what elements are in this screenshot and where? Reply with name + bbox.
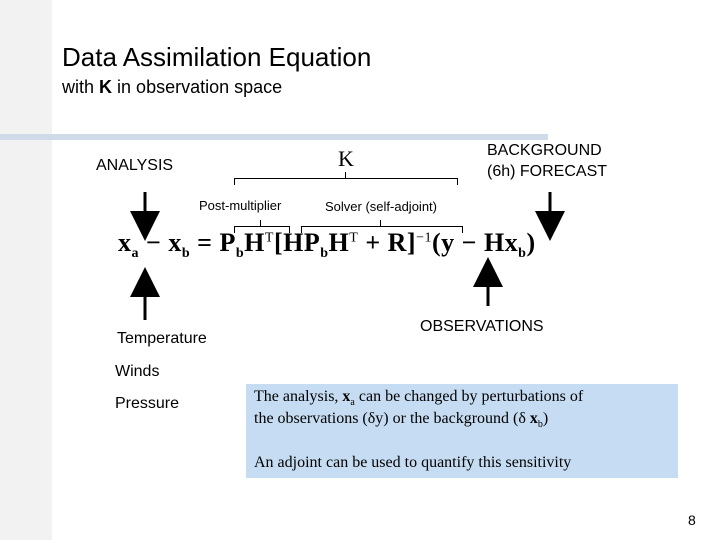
- note-xa-sub: a: [350, 397, 355, 409]
- temperature-label: Temperature: [117, 330, 207, 347]
- eq-close: ): [526, 228, 536, 257]
- note-xa: x: [342, 388, 351, 405]
- eq-h: H: [244, 228, 265, 257]
- eq-hp: HP: [283, 228, 321, 257]
- page-number: 8: [688, 512, 696, 528]
- note-line2: the observations (δy) or the background …: [254, 410, 548, 430]
- eq-xa: x: [118, 228, 132, 257]
- subtitle-suffix: in observation space: [117, 77, 283, 97]
- note-line1-b: can be changed by perturbations of: [354, 388, 584, 405]
- eq-t1: T: [264, 230, 274, 246]
- note-xb: x: [529, 410, 538, 427]
- note-line3: An adjoint can be used to quantify this …: [254, 454, 572, 471]
- winds-label: Winds: [115, 363, 160, 380]
- subtitle-prefix: with: [62, 77, 95, 97]
- note-line2-b: ): [542, 410, 549, 427]
- background-label-line2: (6h) FORECAST: [487, 163, 608, 180]
- sensitivity-note: The analysis, xa can be changed by pertu…: [246, 384, 678, 478]
- background-label-line1: BACKGROUND: [487, 142, 602, 159]
- solver-label: Solver (self-adjoint): [325, 199, 437, 214]
- note-line1-a: The analysis,: [254, 388, 343, 405]
- eq-hpb-sub: b: [320, 246, 329, 262]
- note-line2-a: the observations (δy) or the background …: [254, 410, 530, 427]
- eq-minus: −: [139, 228, 169, 257]
- title-rule: [0, 134, 548, 140]
- eq-plus-r: + R]: [358, 228, 417, 257]
- eq-a-sub: a: [131, 246, 139, 262]
- slide-subtitle: with K in observation space: [62, 77, 282, 98]
- post-multiplier-bracket: [234, 226, 290, 233]
- slide-title: Data Assimilation Equation: [62, 42, 372, 72]
- solver-tick: [380, 220, 381, 226]
- eq-inverse: −1: [416, 230, 432, 246]
- subtitle-k: K: [99, 77, 113, 97]
- eq-p: P: [219, 228, 236, 257]
- k-bracket: [234, 178, 458, 185]
- eq-innov-sub: b: [518, 246, 527, 262]
- eq-lbracket: [: [273, 228, 284, 257]
- observations-label: OBSERVATIONS: [420, 318, 544, 335]
- note-line1: The analysis, xa can be changed by pertu…: [254, 388, 583, 408]
- eq-t2: T: [349, 230, 359, 246]
- post-multiplier-label: Post-multiplier: [199, 198, 282, 213]
- pressure-label: Pressure: [115, 395, 180, 412]
- eq-innovation: (y − Hx: [431, 228, 519, 257]
- eq-equals: =: [190, 228, 220, 257]
- left-margin-strip: [0, 0, 52, 540]
- k-label: K: [338, 146, 354, 171]
- assimilation-equation: xa − xb = PbHT[HPbHT + R]−1(y − Hxb): [118, 228, 536, 262]
- post-multiplier-tick: [260, 220, 261, 226]
- analysis-label: ANALYSIS: [96, 157, 174, 174]
- k-bracket-tick: [345, 172, 346, 178]
- eq-h2: H: [328, 228, 350, 257]
- eq-pb-sub: b: [235, 246, 245, 262]
- note-xb-sub: b: [537, 419, 543, 431]
- eq-xb: x: [168, 228, 182, 257]
- solver-bracket: [301, 226, 463, 233]
- eq-b-sub: b: [181, 246, 191, 262]
